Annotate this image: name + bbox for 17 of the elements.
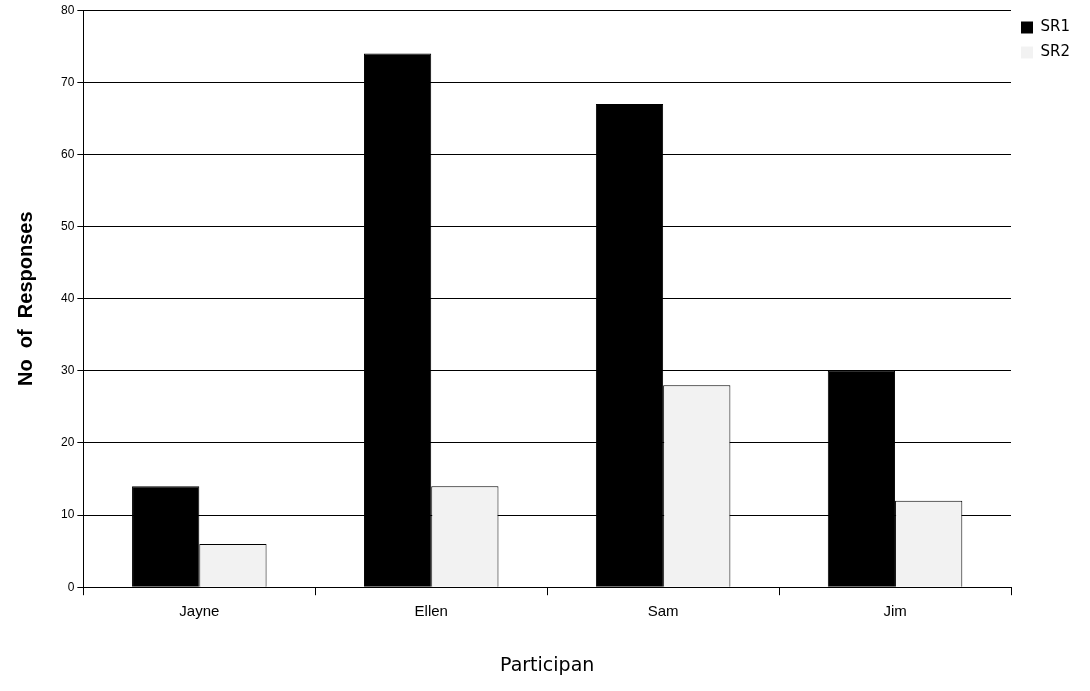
x-tick-label: Ellen [414,602,448,620]
y-tick-label: 40 [60,291,75,306]
y-tick-label: 30 [60,363,75,378]
x-tick-label: Jim [883,602,907,620]
legend-label: SR2 [1040,42,1071,61]
y-tick-label: 0 [67,579,75,594]
y-tick-label: 10 [60,507,75,522]
y-tick-label: 80 [60,2,75,17]
x-tick-label: Sam [647,602,679,620]
y-tick-label: 20 [60,435,75,450]
y-tick-label: 60 [60,146,75,161]
x-axis-title: Participan [500,652,595,675]
legend-label: SR1 [1040,17,1071,36]
x-tick-label: Jayne [179,602,220,620]
y-tick-label: 50 [60,218,75,233]
y-axis-title: No of Responses [13,211,36,386]
y-tick-label: 70 [60,74,75,89]
